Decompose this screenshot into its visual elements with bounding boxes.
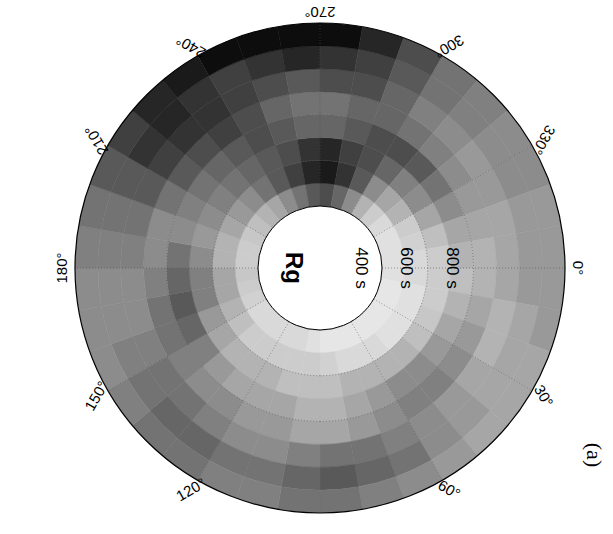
cell bbox=[79, 307, 112, 352]
cell bbox=[494, 268, 520, 303]
cell bbox=[320, 115, 347, 140]
plot bbox=[75, 23, 565, 513]
cell bbox=[277, 23, 320, 49]
theta-grid bbox=[75, 268, 258, 269]
cell bbox=[289, 92, 320, 117]
cell bbox=[212, 268, 236, 287]
cell bbox=[471, 237, 496, 268]
theta-tick-label: 300° bbox=[432, 32, 467, 62]
cell bbox=[516, 268, 542, 307]
panel-label: (a) bbox=[582, 443, 607, 467]
cell bbox=[144, 268, 169, 299]
cell bbox=[320, 419, 351, 444]
cell bbox=[529, 184, 562, 229]
cell bbox=[494, 233, 520, 268]
cell bbox=[359, 477, 404, 510]
cell bbox=[289, 419, 320, 444]
cell bbox=[144, 237, 169, 268]
cell bbox=[320, 487, 363, 513]
cell bbox=[320, 374, 343, 399]
theta-tick-label: 270° bbox=[304, 4, 335, 21]
theta-grid bbox=[108, 299, 266, 391]
cell bbox=[281, 46, 320, 72]
theta-tick-label: 0° bbox=[570, 261, 587, 275]
cell bbox=[281, 464, 320, 490]
theta-grid bbox=[374, 299, 532, 391]
cell bbox=[75, 225, 101, 268]
labels: 0° 30° 60° 120° 150° 180° 210° 240° 270° 300° 330°… bbox=[53, 4, 607, 504]
theta-grid bbox=[351, 56, 443, 214]
cell bbox=[305, 183, 320, 207]
r-tick-label: 400 s bbox=[352, 247, 371, 289]
cell bbox=[320, 464, 359, 490]
cell bbox=[471, 268, 496, 299]
cell bbox=[79, 184, 112, 229]
cell bbox=[529, 307, 562, 352]
chart: 0° 30° 60° 120° 150° 180° 210° 240° 270° 300° 330°… bbox=[0, 0, 613, 534]
cell bbox=[98, 229, 124, 268]
title: Rg bbox=[281, 252, 308, 284]
grid bbox=[75, 23, 565, 480]
cell bbox=[320, 329, 335, 353]
inner-axis bbox=[258, 206, 382, 330]
cell bbox=[285, 69, 320, 95]
cell bbox=[539, 225, 565, 268]
cell bbox=[75, 268, 101, 311]
cell bbox=[167, 241, 192, 268]
theta-tick-label: 150° bbox=[81, 378, 111, 413]
r-grid bbox=[212, 160, 428, 376]
cell bbox=[359, 27, 404, 60]
cell bbox=[301, 160, 320, 184]
cell bbox=[516, 229, 542, 268]
theta-grid bbox=[320, 23, 321, 206]
cell bbox=[167, 268, 192, 295]
theta-grid bbox=[374, 146, 532, 238]
cell bbox=[320, 397, 347, 422]
r-grid bbox=[258, 206, 382, 330]
cell bbox=[121, 233, 147, 268]
theta-tick-label: 210° bbox=[81, 123, 111, 158]
cells bbox=[75, 23, 565, 513]
theta-tick-label: 330° bbox=[529, 123, 559, 158]
cell bbox=[320, 23, 363, 49]
cell bbox=[236, 477, 281, 510]
cell bbox=[236, 27, 281, 60]
cell bbox=[293, 115, 320, 140]
cell bbox=[539, 268, 565, 311]
theta-grid bbox=[351, 322, 443, 480]
cell bbox=[293, 397, 320, 422]
cell bbox=[320, 92, 351, 117]
outer-axis bbox=[75, 23, 565, 513]
theta-grid bbox=[198, 56, 290, 214]
cell bbox=[320, 442, 355, 468]
theta-tick-label: 30° bbox=[531, 382, 557, 410]
theta-tick-label: 240° bbox=[173, 32, 208, 62]
cell bbox=[98, 268, 124, 307]
cell bbox=[285, 442, 320, 468]
cell bbox=[189, 268, 214, 291]
r-tick-label: 800 s bbox=[443, 247, 462, 289]
cell bbox=[121, 268, 147, 303]
r-tick-label: 600 s bbox=[397, 247, 416, 289]
theta-tick-label: 120° bbox=[173, 474, 208, 504]
cell bbox=[235, 268, 259, 283]
cell bbox=[320, 69, 355, 95]
theta-tick-label: 60° bbox=[435, 476, 463, 502]
cell bbox=[320, 352, 339, 376]
theta-grid bbox=[108, 146, 266, 238]
theta-grid bbox=[198, 322, 290, 480]
cell bbox=[320, 46, 359, 72]
cell bbox=[297, 137, 320, 162]
cell bbox=[277, 487, 320, 513]
theta-tick-label: 180° bbox=[53, 252, 70, 283]
